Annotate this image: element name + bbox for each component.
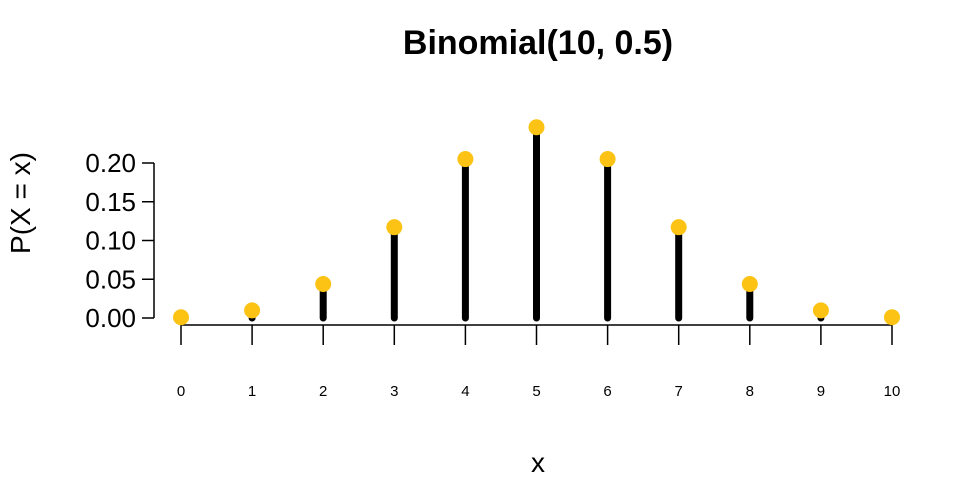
x-tick-label: 10 [884, 383, 901, 400]
chart-title: Binomial(10, 0.5) [403, 24, 673, 62]
stems [177, 123, 896, 322]
x-tick-label: 6 [603, 383, 611, 400]
point [173, 309, 189, 326]
y-tick-label: 0.20 [85, 148, 136, 178]
x-tick-label: 8 [746, 383, 754, 400]
point [315, 275, 332, 292]
point [884, 309, 900, 326]
x-tick-label: 7 [675, 383, 683, 400]
point [812, 302, 829, 319]
x-tick-label: 5 [532, 383, 540, 400]
y-tick-label: 0.00 [85, 303, 136, 333]
point [386, 219, 403, 236]
y-axis-label: P(X = x) [5, 152, 36, 254]
x-axis: 0 1 2 3 4 5 6 7 8 9 10 [177, 324, 901, 400]
x-axis-label: x [531, 447, 545, 478]
x-tick-label: 9 [817, 383, 825, 400]
y-tick-label: 0.05 [85, 264, 136, 294]
y-axis: 0.00 0.05 0.10 0.15 0.20 [85, 148, 155, 333]
y-tick-label: 0.15 [85, 187, 136, 217]
x-tick-label: 4 [461, 383, 469, 400]
point [457, 151, 474, 168]
point [670, 219, 687, 236]
x-tick-label: 2 [319, 383, 327, 400]
x-tick-label: 3 [390, 383, 398, 400]
y-tick-label: 0.10 [85, 226, 136, 256]
x-tick-label: 1 [248, 383, 256, 400]
points [173, 119, 900, 326]
point [741, 275, 758, 292]
x-tick-label: 0 [177, 383, 185, 400]
point [244, 302, 261, 319]
point [528, 119, 545, 136]
point [599, 151, 616, 168]
